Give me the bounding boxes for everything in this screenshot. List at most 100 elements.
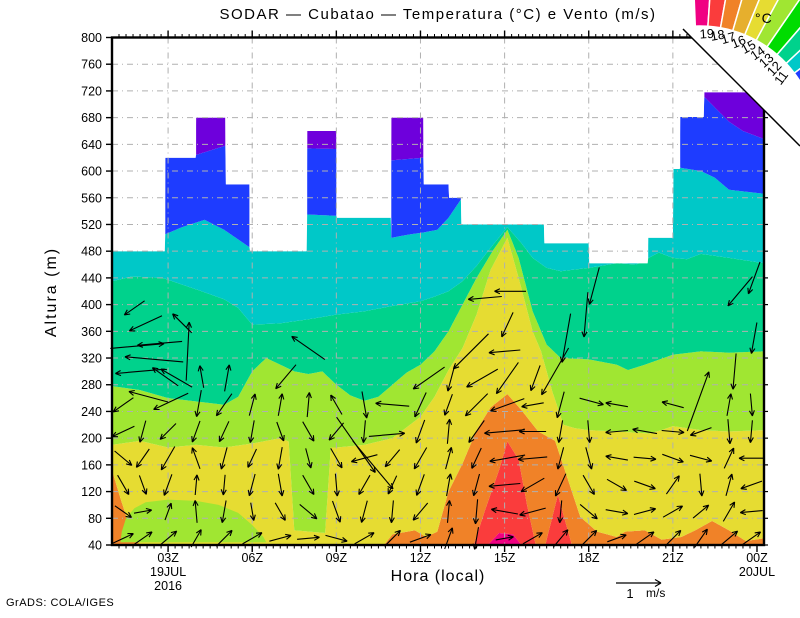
- wind-vector: [665, 475, 680, 495]
- x-tick-date-label: 20JUL: [739, 565, 775, 579]
- wind-vector: [740, 480, 763, 490]
- wind-vector: [541, 347, 570, 396]
- contour-band-ygreen: [112, 229, 764, 534]
- no-data-mask: [112, 37, 764, 264]
- wind-vector: [299, 503, 318, 520]
- wind-vector: [350, 454, 378, 464]
- wind-vector: [164, 502, 173, 521]
- plot-frame: [110, 36, 766, 547]
- wind-scale-unit: m/s: [646, 586, 665, 600]
- wind-vector: [725, 473, 734, 496]
- wind-vector: [305, 392, 312, 418]
- y-tick-label: 400: [81, 298, 102, 312]
- wind-vector: [242, 532, 263, 545]
- wind-vector: [409, 533, 432, 543]
- legend-wedge: [693, 0, 711, 28]
- wind-vector: [384, 449, 401, 468]
- wind-vector: [689, 427, 712, 437]
- wind-vector: [635, 531, 655, 546]
- wind-vector: [446, 500, 453, 523]
- wind-vector: [749, 322, 758, 354]
- wind-vector: [738, 455, 764, 462]
- axes: 40 80 120 160 200 240 280 320 360 400 440 480 520 560…: [81, 30, 775, 593]
- wind-vector: [727, 276, 753, 307]
- wind-vector: [446, 364, 456, 392]
- x-tick-label: 18Z: [578, 551, 600, 565]
- y-tick-label: 40: [88, 539, 102, 553]
- wind-vector: [692, 504, 710, 519]
- wind-vector: [277, 393, 285, 416]
- wind-vector: [490, 398, 525, 412]
- x-tick-label: 15Z: [494, 551, 516, 565]
- legend-tick-label: 19: [699, 26, 714, 42]
- wind-vector: [581, 292, 589, 338]
- wind-vector: [606, 478, 627, 492]
- x-tick-label: 12Z: [410, 551, 432, 565]
- wind-vector: [726, 419, 733, 445]
- wind-vector: [633, 507, 657, 516]
- wind-vector: [585, 447, 594, 470]
- legend-wedge: [719, 0, 743, 32]
- contour-band-blue: [680, 96, 764, 194]
- wind-vector: [135, 448, 150, 468]
- y-tick-label: 800: [81, 31, 102, 45]
- wind-vector: [726, 393, 734, 416]
- wind-vector: [723, 447, 735, 469]
- wind-vector: [302, 421, 315, 442]
- wind-vector: [160, 368, 193, 388]
- wind-vector: [248, 420, 255, 443]
- wind-vector: [414, 392, 427, 418]
- wind-vector: [472, 473, 481, 497]
- wind-vector: [605, 454, 628, 461]
- wind-vector: [446, 418, 453, 444]
- wind-vector: [274, 502, 286, 521]
- wind-vector: [325, 534, 348, 543]
- wind-vector: [415, 474, 425, 496]
- wind-vector: [468, 420, 485, 443]
- wind-vector: [556, 420, 564, 443]
- y-tick-label: 480: [81, 245, 102, 259]
- wind-vector: [361, 391, 369, 419]
- wind-vector: [522, 532, 543, 545]
- contour-band-orange: [112, 470, 140, 545]
- wind-vector: [415, 419, 426, 444]
- legend-tick-label: 17: [719, 29, 737, 47]
- wind-vector: [489, 454, 526, 464]
- wind-vector: [123, 300, 145, 316]
- contour-band-coldest: [196, 117, 226, 155]
- contour-band-coldest: [391, 117, 424, 161]
- contour-band-hottest: [488, 533, 521, 545]
- wind-vector: [331, 500, 342, 523]
- wind-vector: [554, 473, 567, 497]
- y-tick-label: 320: [81, 352, 102, 366]
- wind-vector: [248, 393, 257, 416]
- wind-vector: [586, 420, 593, 443]
- x-tick-label: 06Z: [241, 551, 263, 565]
- wind-vector: [747, 420, 754, 443]
- legend-wedge: [731, 0, 760, 36]
- wind-vector: [114, 450, 133, 466]
- x-tick-label: 00Z: [746, 551, 768, 565]
- y-tick-label: 120: [81, 485, 102, 499]
- y-tick-label: 640: [81, 138, 102, 152]
- grads-credit: GrADS: COLA/IGES: [6, 597, 115, 609]
- legend-tick-label: 18: [709, 27, 726, 44]
- wind-vector: [219, 447, 228, 470]
- contour-band-green: [112, 227, 764, 405]
- contour-band-blue: [307, 148, 337, 216]
- wind-scale: 1 m/s: [616, 578, 665, 601]
- wind-vector: [193, 474, 200, 496]
- wind-vector: [412, 502, 429, 521]
- wind-vector: [467, 295, 502, 303]
- wind-vector: [698, 473, 705, 497]
- wind-vector: [582, 474, 595, 496]
- wind-vector: [197, 365, 205, 388]
- wind-vector: [689, 454, 713, 463]
- wind-vector: [249, 502, 256, 521]
- wind-vector: [172, 313, 193, 334]
- wind-vector: [191, 447, 201, 469]
- contour-band-red: [474, 441, 543, 545]
- y-tick-label: 680: [81, 111, 102, 125]
- wind-vector: [117, 474, 130, 496]
- wind-vector: [662, 505, 684, 518]
